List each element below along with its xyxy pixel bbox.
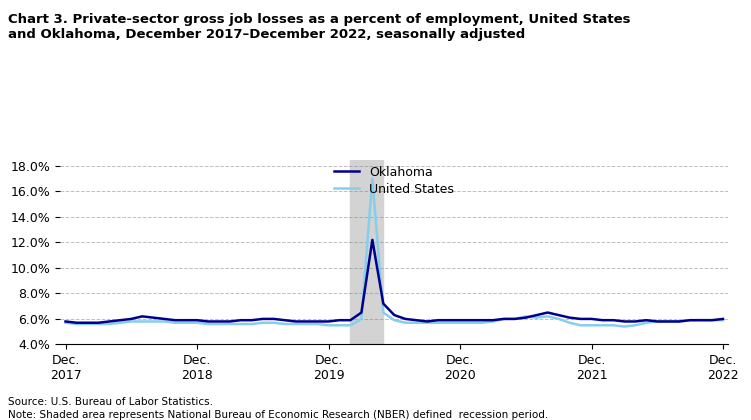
Text: Source: U.S. Bureau of Labor Statistics.: Source: U.S. Bureau of Labor Statistics. [8, 397, 213, 407]
Text: Chart 3. Private-sector gross job losses as a percent of employment, United Stat: Chart 3. Private-sector gross job losses… [8, 13, 630, 41]
Legend: Oklahoma, United States: Oklahoma, United States [330, 162, 458, 200]
Text: Note: Shaded area represents National Bureau of Economic Research (NBER) defined: Note: Shaded area represents National Bu… [8, 410, 547, 420]
Bar [351, 160, 383, 344]
